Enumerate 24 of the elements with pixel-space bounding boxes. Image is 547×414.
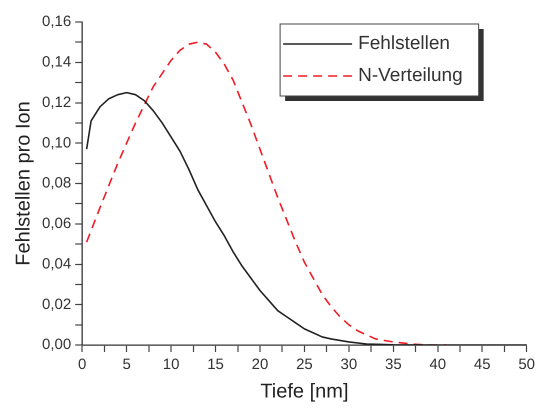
y-tick-label: 0,08 <box>42 174 72 192</box>
y-tick-label: 0,10 <box>42 134 72 152</box>
y-tick-label: 0,06 <box>42 215 72 232</box>
x-tick-label: 50 <box>518 356 535 374</box>
y-tick-label: 0,02 <box>42 296 72 313</box>
x-tick-label: 25 <box>296 356 313 374</box>
x-tick-label: 40 <box>429 356 446 374</box>
y-tick-label: 0,00 <box>42 336 72 354</box>
x-axis-title: Tiefe [nm] <box>260 380 349 403</box>
x-tick-label: 35 <box>384 356 402 374</box>
x-tick-label: 30 <box>340 356 358 374</box>
y-axis-title: Fehlstellen pro Ion <box>12 101 35 266</box>
y-tick-label: 0,04 <box>42 255 72 272</box>
x-tick-label: 0 <box>78 356 86 374</box>
x-tick-label: 15 <box>207 356 224 374</box>
x-tick-label: 20 <box>252 356 268 374</box>
legend-label: N-Verteilung <box>358 65 463 86</box>
x-tick-label: 45 <box>474 356 491 374</box>
y-tick-label: 0,14 <box>42 54 72 71</box>
x-tick-label: 5 <box>122 356 131 374</box>
legend-label: Fehlstellen <box>358 33 450 54</box>
x-tick-label: 10 <box>162 356 180 374</box>
y-tick-label: 0,16 <box>42 13 72 30</box>
y-tick-label: 0,12 <box>42 94 72 111</box>
